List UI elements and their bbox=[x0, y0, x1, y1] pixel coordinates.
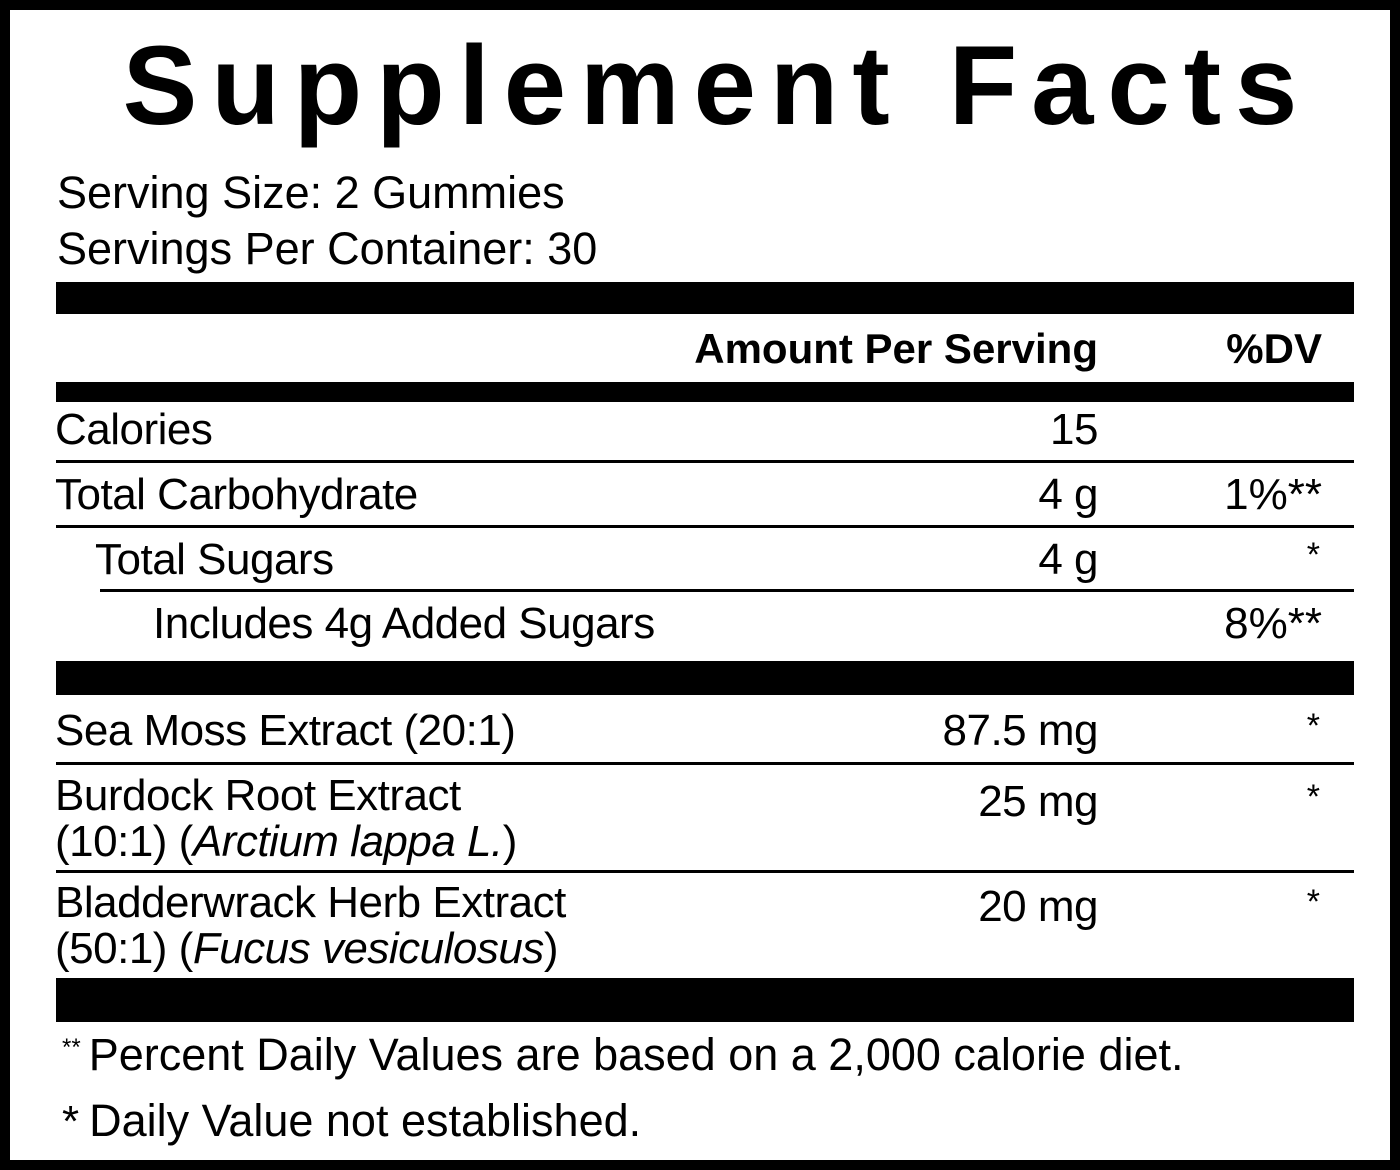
row-divider bbox=[56, 460, 1354, 463]
ingredient-amount: 25 mg bbox=[978, 777, 1098, 826]
nutrient-dv: 8%** bbox=[1224, 599, 1322, 648]
row-divider bbox=[56, 525, 1354, 528]
ingredient-name: Sea Moss Extract (20:1) bbox=[55, 706, 516, 755]
footnote-text: Daily Value not established. bbox=[89, 1095, 642, 1146]
footnote-marker: * bbox=[62, 1097, 80, 1146]
row-divider bbox=[56, 870, 1354, 873]
daily-value-header: %DV bbox=[1226, 325, 1322, 372]
row-divider bbox=[56, 762, 1354, 765]
thick-divider bbox=[56, 978, 1354, 1022]
latin-name: Fucus vesiculosus bbox=[192, 924, 544, 973]
nutrient-amount: 4 g bbox=[1038, 470, 1098, 519]
footnote-marker: ** bbox=[62, 1034, 81, 1061]
nutrient-name: Total Carbohydrate bbox=[55, 470, 418, 519]
ingredient-name-line1: Burdock Root Extract bbox=[55, 771, 461, 820]
ingredient-amount: 20 mg bbox=[978, 882, 1098, 931]
footnote-text: Percent Daily Values are based on a 2,00… bbox=[88, 1029, 1184, 1080]
ingredient-name-line1: Bladderwrack Herb Extract bbox=[55, 878, 566, 927]
thick-divider bbox=[56, 282, 1354, 314]
ingredient-dv: * bbox=[1306, 778, 1320, 816]
footnote-daily-value: ** Percent Daily Values are based on a 2,… bbox=[62, 1032, 1184, 1077]
row-divider bbox=[100, 589, 1354, 592]
thick-divider bbox=[56, 661, 1354, 695]
serving-size: Serving Size: 2 Gummies bbox=[57, 167, 565, 218]
ingredient-name: Burdock Root Extract (10:1) (Arctium lap… bbox=[55, 773, 517, 865]
nutrient-name: Includes 4g Added Sugars bbox=[153, 599, 655, 648]
nutrient-name: Calories bbox=[55, 405, 213, 454]
ingredient-name: Bladderwrack Herb Extract (50:1) (Fucus … bbox=[55, 880, 566, 972]
thick-divider bbox=[56, 382, 1354, 402]
ingredient-name-line2: (10:1) (Arctium lappa L.) bbox=[55, 817, 517, 866]
ingredient-amount: 87.5 mg bbox=[942, 706, 1099, 755]
nutrient-dv: * bbox=[1306, 536, 1320, 574]
servings-per-container: Servings Per Container: 30 bbox=[57, 223, 598, 274]
nutrient-amount: 15 bbox=[1050, 405, 1098, 454]
ingredient-dv: * bbox=[1306, 883, 1320, 921]
ingredient-name-line2: (50:1) (Fucus vesiculosus) bbox=[55, 924, 558, 973]
nutrient-name: Total Sugars bbox=[95, 535, 334, 584]
panel-title: Supplement Facts bbox=[122, 23, 1312, 148]
nutrient-amount: 4 g bbox=[1038, 535, 1098, 584]
latin-name: Arctium lappa L. bbox=[192, 817, 503, 866]
nutrient-dv: 1%** bbox=[1224, 470, 1322, 519]
amount-per-serving-header: Amount Per Serving bbox=[694, 325, 1098, 372]
ingredient-dv: * bbox=[1306, 707, 1320, 745]
footnote-not-established: * Daily Value not established. bbox=[62, 1098, 641, 1144]
